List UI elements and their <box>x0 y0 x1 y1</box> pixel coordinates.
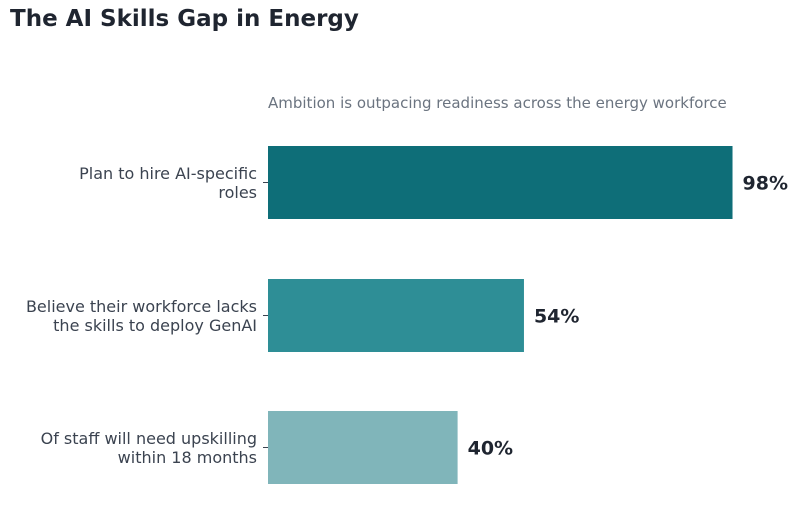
bar-3 <box>268 411 458 484</box>
bar-1 <box>268 146 733 219</box>
chart-subtitle: Ambition is outpacing readiness across t… <box>268 94 727 112</box>
value-label-3: 40% <box>468 438 513 460</box>
bar-2 <box>268 279 524 352</box>
category-label-1: Plan to hire AI-specific roles <box>79 164 257 202</box>
category-label-3: Of staff will need upskilling within 18 m… <box>41 429 257 467</box>
value-label-2: 54% <box>534 306 579 328</box>
category-label-line: within 18 months <box>118 448 257 467</box>
category-label-line: Believe their workforce lacks <box>26 297 257 316</box>
category-label-line: the skills to deploy GenAI <box>53 316 257 335</box>
bars-group: Plan to hire AI-specific roles 98% Believe … <box>26 146 788 484</box>
category-label-line: Plan to hire AI-specific <box>79 164 257 183</box>
category-label-line: Of staff will need upskilling <box>41 429 257 448</box>
chart-title: The AI Skills Gap in Energy <box>10 6 359 32</box>
category-label-line: roles <box>218 183 257 202</box>
category-label-2: Believe their workforce lacks the skills … <box>26 297 257 335</box>
value-label-1: 98% <box>743 173 788 195</box>
